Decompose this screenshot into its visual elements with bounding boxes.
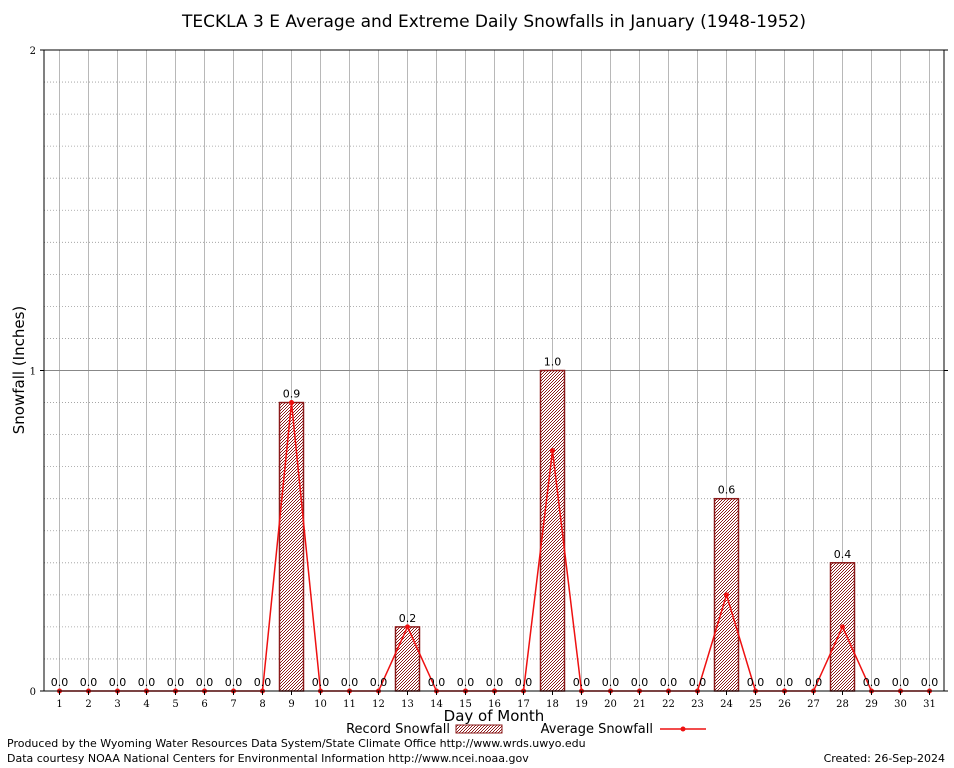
x-tick-label: 1: [56, 699, 62, 710]
x-tick-label: 8: [259, 699, 265, 710]
y-tick-label: 1: [30, 367, 36, 378]
x-tick-label: 24: [720, 699, 733, 710]
footer-courtesy: Data courtesy NOAA National Centers for …: [7, 752, 529, 765]
x-tick-label: 6: [201, 699, 207, 710]
bar-value-label: 0.0: [573, 676, 591, 689]
x-tick-label: 2: [85, 699, 91, 710]
bar-value-label: 0.0: [254, 676, 272, 689]
x-tick-label: 27: [807, 699, 820, 710]
x-tick-label: 31: [923, 699, 936, 710]
x-tick-label: 30: [894, 699, 907, 710]
x-tick-label: 28: [836, 699, 849, 710]
axis-ticks: 1 2 3 4 5 6 7 8 9 10 11 12 13 14 15 16 17 18 19 20 21 22 23 24 2…: [30, 46, 948, 710]
y-axis-label: Snowfall (Inches): [10, 306, 28, 434]
bar-value-label: 0.0: [109, 676, 127, 689]
record-bar: [278, 401, 305, 692]
average-marker: [550, 448, 555, 454]
legend-record-swatch: [455, 724, 503, 734]
bar-value-label: 0.0: [863, 676, 881, 689]
x-tick-label: 3: [114, 699, 120, 710]
bar-value-label: 0.0: [196, 676, 214, 689]
bar-value-label: 0.0: [486, 676, 504, 689]
x-tick-label: 5: [172, 699, 178, 710]
legend-record-label: Record Snowfall: [346, 722, 450, 737]
bar-value-label: 0.0: [225, 676, 243, 689]
record-bar: [394, 626, 421, 692]
x-tick-label: 14: [430, 699, 443, 710]
average-marker: [405, 624, 410, 630]
bar-value-label: 0.0: [457, 676, 475, 689]
footer-created: Created: 26-Sep-2024: [823, 752, 945, 765]
bar-value-label: 0.0: [515, 676, 533, 689]
footer-produced-by: Produced by the Wyoming Water Resources …: [7, 737, 586, 750]
legend-average-marker: [680, 726, 686, 732]
x-tick-label: 25: [749, 699, 762, 710]
x-tick-label: 29: [865, 699, 878, 710]
bar-value-label: 0.0: [428, 676, 446, 689]
bar-value-labels: 0.0 0.0 0.0 0.0 0.0 0.0 0.0 0.0 0.9 0.0 0.0 0.0 0.2 0…: [51, 356, 939, 690]
grid-lines: [44, 50, 944, 691]
x-tick-label: 21: [633, 699, 646, 710]
x-tick-label: 7: [230, 699, 236, 710]
bar-value-label: 0.0: [892, 676, 910, 689]
legend-average-label: Average Snowfall: [541, 722, 653, 737]
bar-value-label: 0.2: [399, 612, 417, 625]
bar-value-label: 0.0: [747, 676, 765, 689]
bar-value-label: 0.9: [283, 388, 301, 401]
record-bars: [278, 369, 856, 692]
bar-value-label: 1.0: [544, 356, 562, 369]
bar-value-label: 0.0: [660, 676, 678, 689]
bar-value-label: 0.0: [341, 676, 359, 689]
x-axis-label: Day of Month: [444, 707, 545, 725]
bar-value-label: 0.0: [80, 676, 98, 689]
x-tick-label: 15: [459, 699, 472, 710]
bar-value-label: 0.0: [602, 676, 620, 689]
x-tick-label: 19: [575, 699, 588, 710]
x-tick-label: 20: [604, 699, 617, 710]
x-tick-label: 26: [778, 699, 791, 710]
x-tick-label: 18: [546, 699, 559, 710]
x-tick-label: 17: [517, 699, 530, 710]
bar-value-label: 0.0: [312, 676, 330, 689]
x-tick-label: 22: [662, 699, 675, 710]
x-tick-label: 13: [401, 699, 414, 710]
x-tick-label: 23: [691, 699, 704, 710]
x-tick-label: 16: [488, 699, 501, 710]
bar-value-label: 0.0: [631, 676, 649, 689]
bar-value-label: 0.0: [689, 676, 707, 689]
average-marker: [724, 592, 729, 598]
x-tick-label: 12: [372, 699, 385, 710]
bar-value-label: 0.0: [776, 676, 794, 689]
average-marker: [289, 400, 294, 406]
average-marker: [840, 624, 845, 630]
bar-value-label: 0.0: [921, 676, 939, 689]
bar-value-label: 0.6: [718, 484, 736, 497]
chart-title: TECKLA 3 E Average and Extreme Daily Sno…: [181, 12, 806, 32]
bar-value-label: 0.0: [167, 676, 185, 689]
y-tick-label: 2: [30, 46, 36, 57]
x-tick-label: 4: [143, 699, 149, 710]
bar-value-label: 0.0: [370, 676, 388, 689]
x-tick-label: 10: [314, 699, 327, 710]
bar-value-label: 0.0: [805, 676, 823, 689]
bar-value-label: 0.4: [834, 548, 852, 561]
bar-value-label: 0.0: [51, 676, 69, 689]
y-tick-label: 0: [30, 687, 36, 698]
x-tick-label: 9: [288, 699, 294, 710]
legend: Record Snowfall Average Snowfall: [346, 722, 706, 737]
bar-value-label: 0.0: [138, 676, 156, 689]
record-bar: [539, 369, 566, 692]
x-tick-label: 11: [343, 699, 356, 710]
